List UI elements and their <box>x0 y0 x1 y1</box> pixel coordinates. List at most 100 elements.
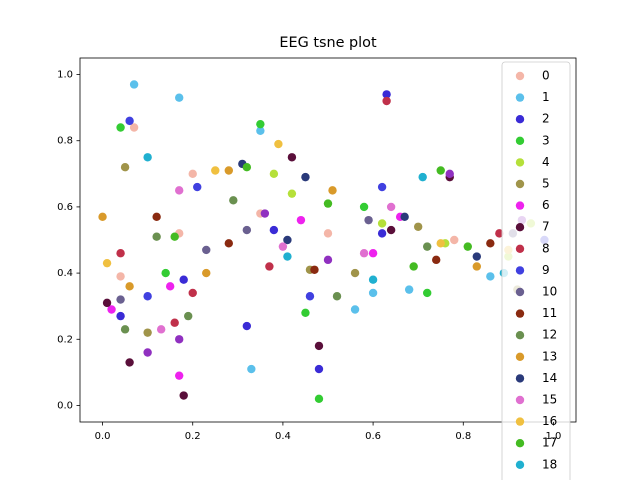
y-tick-label: 0.6 <box>57 202 73 213</box>
scatter-point <box>432 255 441 265</box>
scatter-point <box>242 163 252 172</box>
x-tick-label: 1.0 <box>546 431 562 442</box>
scatter-point <box>283 252 292 261</box>
scatter-point <box>436 166 445 175</box>
scatter-point <box>386 202 396 212</box>
legend-label: 6 <box>542 198 550 212</box>
scatter-point <box>386 225 396 235</box>
scatter-point <box>161 268 170 278</box>
scatter-point <box>274 139 283 149</box>
scatter-point <box>125 282 134 291</box>
scatter-point <box>188 169 197 179</box>
scatter-point <box>156 325 166 334</box>
scatter-point <box>247 364 256 374</box>
legend-marker <box>515 223 525 232</box>
legend-marker <box>515 93 525 102</box>
scatter-point <box>120 163 130 172</box>
scatter-point <box>409 262 418 271</box>
legend-marker <box>515 417 525 426</box>
legend-label: 18 <box>542 457 557 471</box>
legend-marker <box>515 244 525 253</box>
scatter-point <box>377 229 387 238</box>
legend-label: 3 <box>542 133 550 147</box>
y-tick-label: 1.0 <box>57 70 73 81</box>
scatter-point <box>323 229 333 238</box>
scatter-point <box>152 212 161 222</box>
scatter-point <box>364 215 373 225</box>
legend-marker <box>515 331 525 340</box>
legend-marker <box>515 266 525 275</box>
legend-label: 0 <box>542 69 550 83</box>
axes-frame <box>79 57 577 423</box>
legend-marker <box>515 201 525 210</box>
legend-label: 5 <box>542 177 550 191</box>
scatter-point <box>287 189 297 198</box>
legend-marker <box>515 309 525 318</box>
scatter-point <box>202 268 211 278</box>
y-tick-label: 0.4 <box>57 268 73 279</box>
scatter-point <box>143 348 152 357</box>
x-tick-label: 0.6 <box>365 431 381 442</box>
x-tick-label: 0.0 <box>95 431 111 442</box>
x-tick-label: 0.4 <box>275 431 291 442</box>
scatter-point <box>323 199 333 208</box>
scatter-point <box>107 305 116 314</box>
scatter-point <box>260 209 270 218</box>
y-tick-label: 0.0 <box>57 400 73 411</box>
legend-label: 7 <box>542 220 550 234</box>
scatter-point <box>193 182 202 192</box>
legend-label: 2 <box>542 112 550 126</box>
scatter-point <box>143 328 152 337</box>
scatter-point <box>269 169 279 179</box>
scatter-point <box>359 202 369 212</box>
scatter-point <box>170 232 179 241</box>
scatter-point <box>296 215 306 225</box>
scatter-point <box>125 116 134 126</box>
scatter-point <box>152 232 161 241</box>
legend-marker <box>515 352 525 361</box>
scatter-point <box>242 225 252 235</box>
scatter-point <box>382 90 391 99</box>
legend-marker <box>515 179 525 189</box>
scatter-point <box>301 172 310 182</box>
scatter-point <box>265 262 274 271</box>
scatter-point <box>445 169 454 179</box>
scatter-point <box>400 212 409 222</box>
scatter-point <box>413 222 423 231</box>
scatter-point <box>143 153 152 162</box>
legend-marker <box>515 374 525 383</box>
legend-label: 12 <box>542 328 557 342</box>
legend-label: 10 <box>542 285 557 299</box>
legend-frame <box>501 61 571 480</box>
scatter-point <box>472 262 481 271</box>
chart-title: EEG tsne plot <box>279 35 377 51</box>
scatter-point <box>224 239 233 248</box>
scatter-point <box>125 358 134 367</box>
scatter-point <box>175 371 184 380</box>
scatter-point <box>170 318 179 327</box>
scatter-point <box>256 126 265 135</box>
scatter-point <box>377 219 387 228</box>
legend-marker <box>515 71 525 81</box>
scatter-point <box>179 275 188 284</box>
legend: 012345678910111213141516171819 <box>501 61 571 480</box>
scatter-point <box>188 288 197 298</box>
scatter-point <box>116 311 125 321</box>
legend-marker <box>515 158 525 167</box>
x-tick-label: 0.8 <box>455 431 471 442</box>
y-tick-label: 0.8 <box>57 136 73 147</box>
scatter-point <box>382 96 391 106</box>
scatter-point <box>283 235 292 245</box>
legend-label: 11 <box>542 306 557 320</box>
legend-marker <box>515 115 525 124</box>
scatter-point <box>102 298 112 308</box>
scatter-point <box>116 272 125 281</box>
legend-label: 1 <box>542 90 550 104</box>
scatter-point <box>314 341 324 351</box>
scatter-point <box>143 292 152 301</box>
scatter-point <box>184 311 193 321</box>
scatter-point <box>328 186 337 195</box>
scatter-point <box>269 225 279 235</box>
